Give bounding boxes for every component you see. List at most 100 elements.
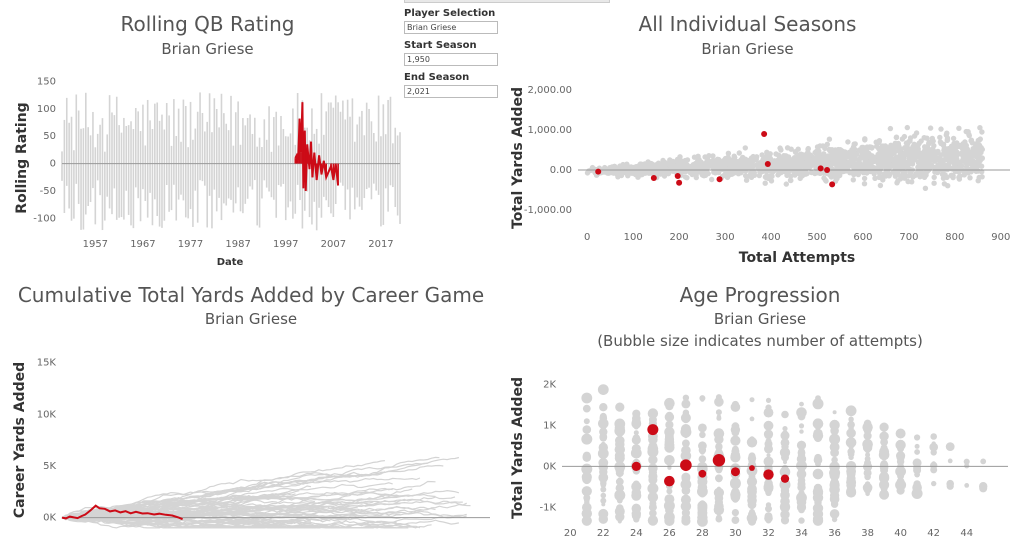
age-bg-bubble [716, 501, 722, 507]
seasons-bg-point [783, 181, 789, 187]
age-bg-bubble [813, 455, 823, 465]
age-bg-bubble [799, 474, 804, 479]
seasons-background-points [584, 124, 985, 191]
seasons-bg-point [874, 165, 880, 171]
age-bg-bubble [648, 493, 658, 503]
age-bg-bubble [680, 412, 691, 423]
age-bg-bubble [730, 435, 741, 446]
seasons-bg-point [909, 179, 915, 185]
rolling-title: Rolling QB Rating [120, 12, 295, 36]
seasons-bg-point [898, 146, 904, 152]
player-selection-input[interactable]: Brian Griese [404, 21, 498, 34]
seasons-bg-point [902, 169, 908, 175]
seasons-bg-point [877, 182, 884, 189]
seasons-bg-point [833, 158, 839, 165]
age-bg-bubble [895, 466, 906, 477]
seasons-bg-point [736, 150, 742, 156]
seasons-bg-point [931, 180, 937, 186]
cumulative-y-tick: 15K [37, 358, 57, 369]
age-bg-bubble [845, 405, 857, 417]
end-season-input[interactable]: 2,021 [404, 85, 498, 98]
age-bg-bubble [979, 484, 988, 493]
seasons-bg-point [894, 172, 900, 178]
age-bg-bubble [599, 403, 608, 412]
age-bg-bubble [815, 511, 821, 517]
age-bg-bubble [732, 445, 739, 453]
seasons-bg-point [922, 149, 928, 155]
seasons-bg-point [929, 139, 935, 145]
age-x-tick: 26 [663, 528, 676, 539]
seasons-bg-point [683, 166, 689, 172]
seasons-bg-point [646, 161, 652, 167]
age-bg-bubble [862, 438, 873, 450]
cumulative-bg-line [61, 503, 471, 527]
seasons-bg-point [739, 166, 745, 173]
age-bg-bubble [845, 437, 857, 448]
age-bg-bubble [895, 428, 906, 439]
age-bg-bubble [749, 416, 755, 422]
age-bg-bubble [964, 463, 970, 469]
age-bg-bubble [583, 491, 590, 498]
start-season-input[interactable]: 1,950 [404, 53, 498, 66]
seasons-highlight-point [829, 181, 836, 188]
age-x-tick: 42 [927, 528, 940, 539]
age-bg-bubble [829, 490, 840, 501]
seasons-bg-point [671, 166, 678, 172]
age-bg-bubble [929, 442, 938, 452]
seasons-bg-point [849, 153, 855, 159]
age-bg-bubble [681, 486, 691, 495]
seasons-y-tick: -1,000.00 [524, 205, 572, 216]
seasons-bg-point [962, 139, 968, 145]
age-bg-bubble [879, 489, 890, 500]
age-bg-bubble [746, 437, 758, 448]
seasons-bg-point [968, 168, 975, 174]
age-bg-bubble [765, 411, 772, 418]
seasons-bg-point [760, 160, 767, 167]
age-bg-bubble [584, 436, 590, 442]
age-bg-bubble [682, 439, 690, 447]
seasons-bg-point [872, 175, 878, 181]
age-bg-bubble [648, 503, 657, 512]
age-bg-bubble [896, 477, 905, 486]
seasons-bg-point [755, 161, 762, 168]
seasons-highlight-point [817, 165, 824, 172]
seasons-y-tick: 1,000.00 [527, 125, 572, 136]
age-bg-bubble [848, 454, 854, 461]
age-bg-bubble [781, 453, 789, 462]
seasons-bg-point [759, 152, 765, 158]
seasons-bg-point [973, 141, 979, 147]
age-bg-bubble [682, 394, 690, 401]
seasons-bg-point [769, 166, 775, 172]
seasons-bg-point [771, 158, 778, 164]
age-bg-bubble [666, 421, 673, 427]
cumulative-y-tick: 10K [37, 409, 57, 420]
age-highlight-bubble [647, 424, 659, 436]
age-bg-bubble [832, 512, 838, 518]
seasons-bg-point [906, 156, 912, 162]
seasons-bg-point [787, 177, 794, 183]
seasons-bg-point [786, 166, 793, 172]
age-bg-bubble [865, 485, 870, 490]
seasons-bg-point [787, 161, 793, 167]
seasons-bg-point [781, 159, 788, 165]
age-highlight-bubble [698, 469, 707, 478]
seasons-bg-point [886, 161, 893, 168]
seasons-bg-point [743, 177, 750, 183]
seasons-bg-point [586, 168, 592, 174]
seasons-bg-point [821, 151, 827, 157]
seasons-bg-point [618, 172, 625, 179]
age-bg-bubble [813, 433, 823, 443]
top-control-bar[interactable] [404, 0, 610, 3]
seasons-bg-point [968, 138, 974, 144]
age-bg-bubble [698, 516, 707, 525]
rolling-y-tick: 150 [37, 76, 56, 87]
seasons-bg-point [849, 148, 855, 154]
seasons-bg-point [864, 146, 870, 152]
seasons-bg-point [911, 145, 918, 152]
cumulative-yards-chart: 15K 10K 5K 0K Career Yards Added [12, 358, 490, 529]
seasons-bg-point [932, 169, 938, 175]
age-bg-bubble [715, 515, 723, 523]
seasons-bg-point [842, 149, 849, 155]
seasons-bg-point [891, 146, 897, 152]
seasons-bg-point [735, 165, 741, 171]
